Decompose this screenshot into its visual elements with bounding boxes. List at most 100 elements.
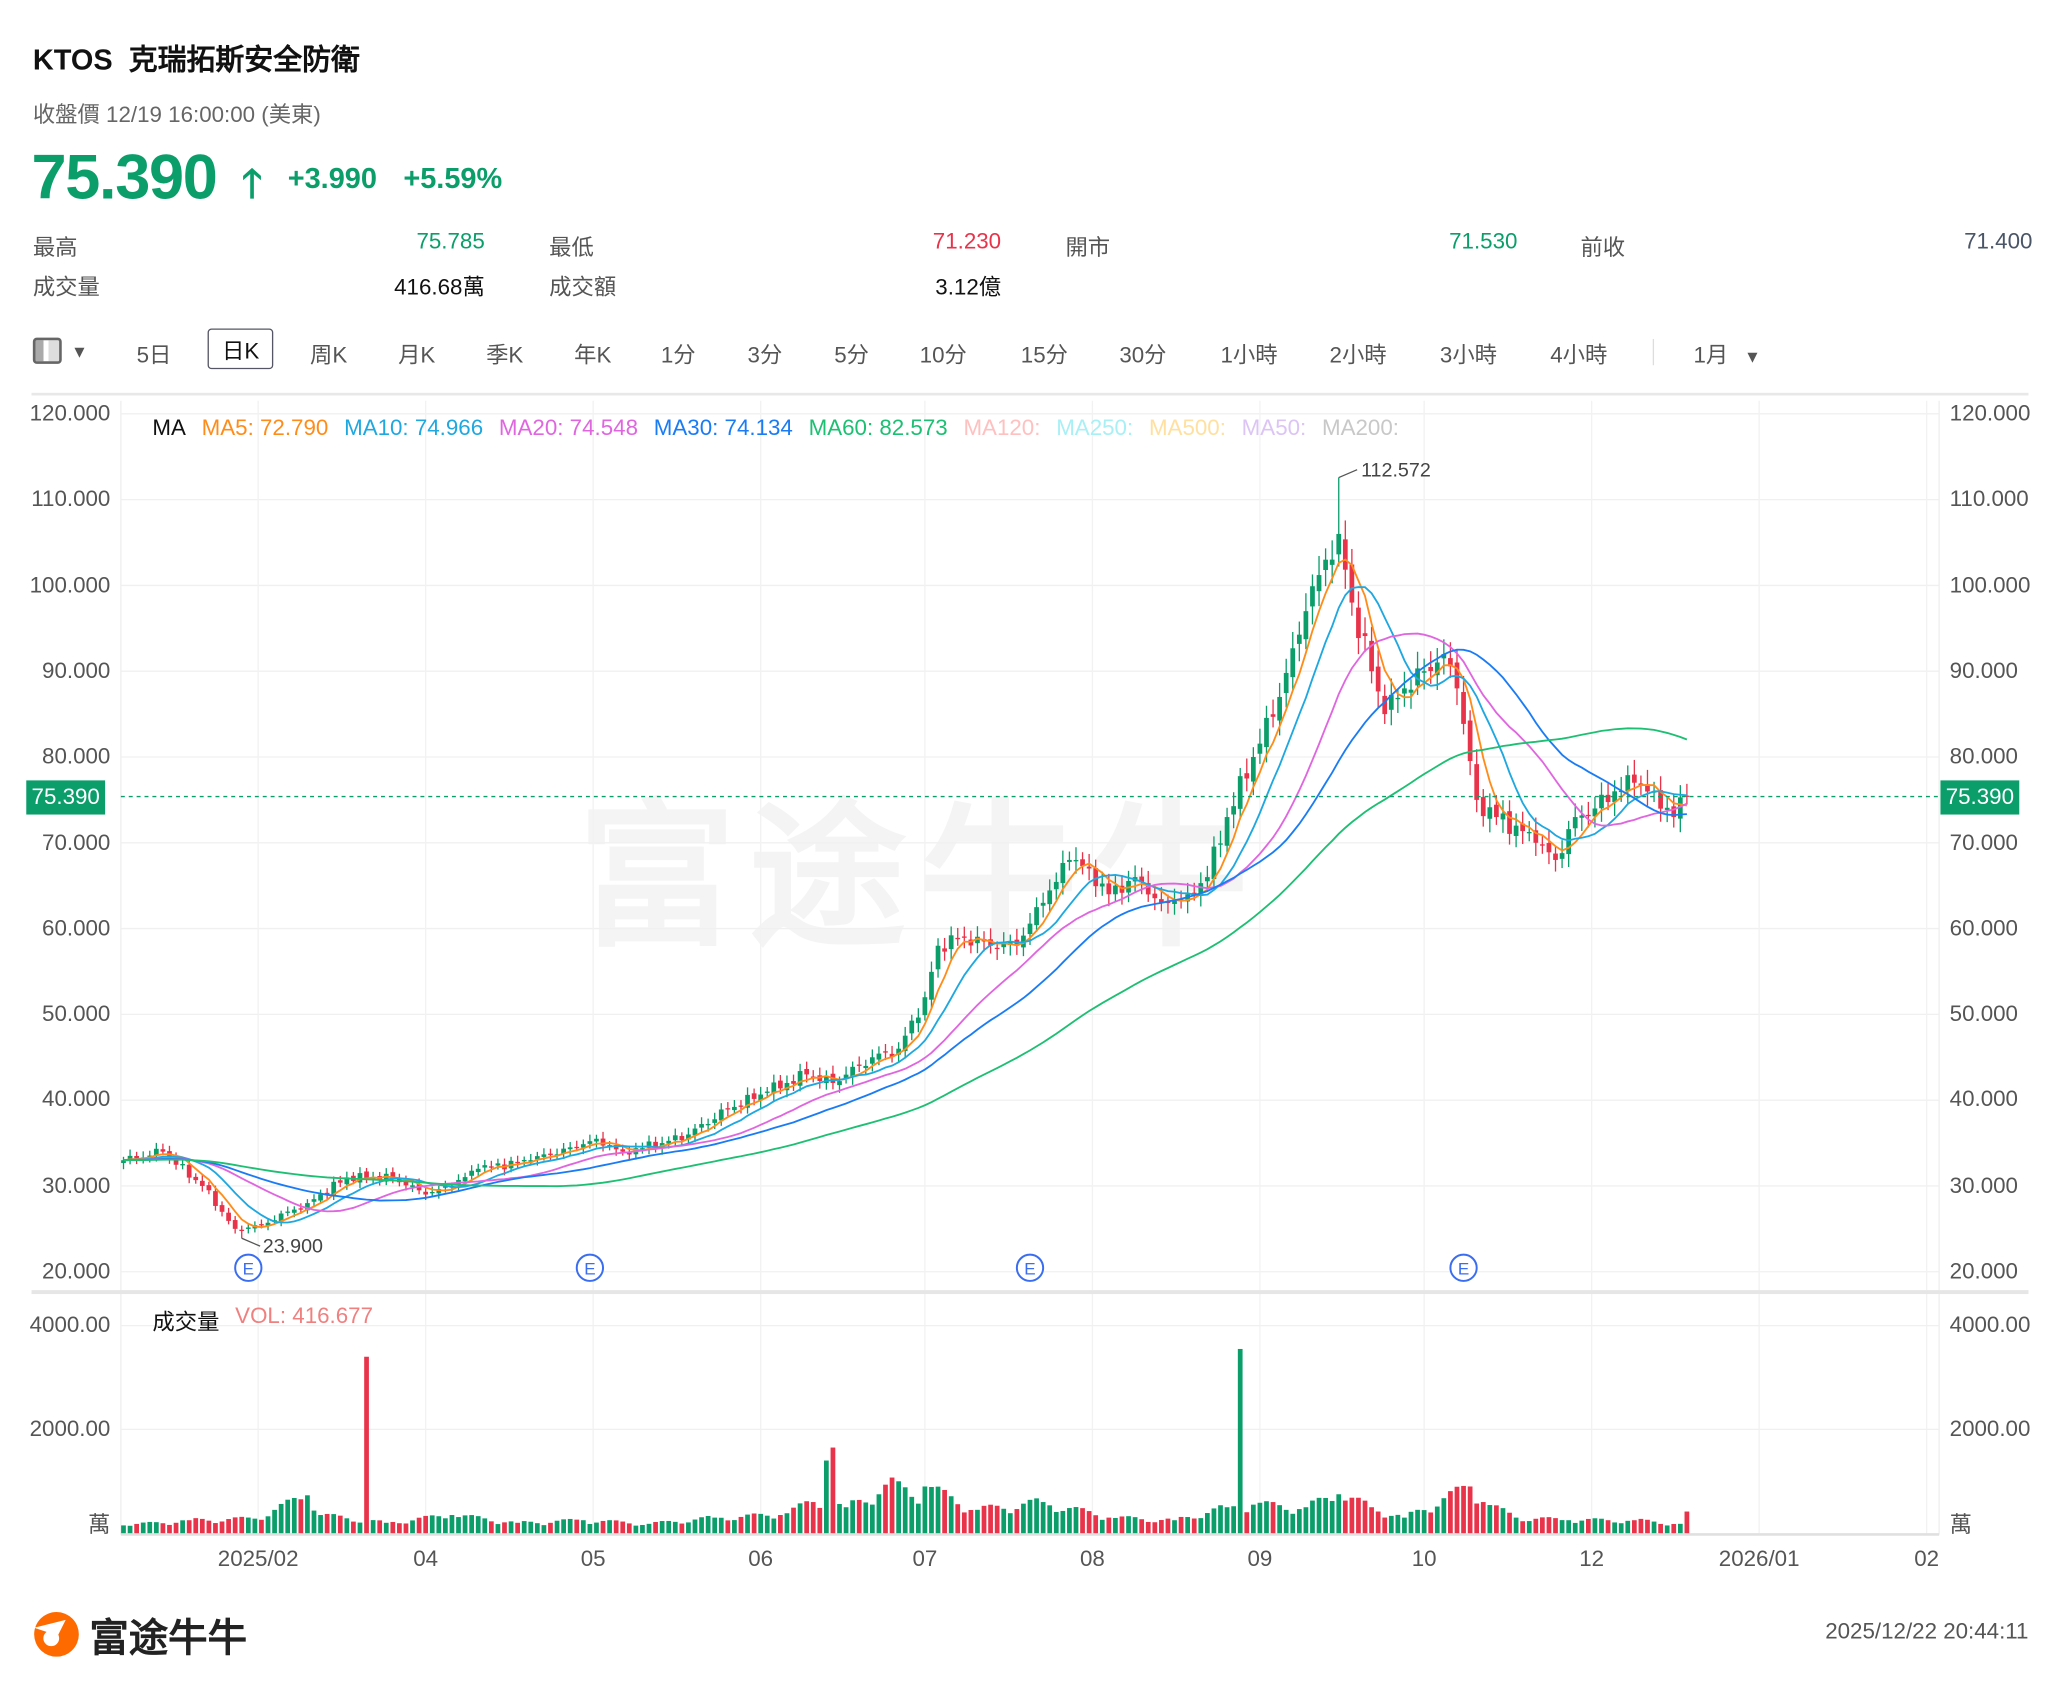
volume-bar [1605,1520,1611,1534]
volume-bar [1349,1497,1355,1534]
panel-layout-icon[interactable] [32,337,62,364]
earnings-marker[interactable]: E [575,1253,605,1282]
volume-bar [291,1497,297,1534]
volume-bar [1520,1521,1526,1534]
period-tab-14[interactable]: 3小時 [1439,342,1498,368]
candle [1172,888,1177,915]
volume-bar [1198,1518,1204,1534]
candle [902,1026,908,1059]
period-tab-5[interactable]: 年K [574,342,612,368]
volume-bar [199,1518,205,1534]
period-tab-10[interactable]: 15分 [1020,342,1069,368]
x-tick: 09 [1247,1546,1273,1572]
range-dropdown[interactable]: 1月 ▼ [1693,336,1760,369]
volume-bar [600,1520,606,1534]
candle [482,1159,488,1173]
volume-bar [548,1522,553,1534]
period-tab-12[interactable]: 1小時 [1220,342,1278,368]
volume-bar [252,1518,258,1534]
candle [265,1219,271,1231]
period-tab-6[interactable]: 1分 [660,342,696,368]
candle [1631,759,1637,797]
volume-bar [1126,1516,1131,1534]
volume-bar [344,1518,350,1534]
candle [594,1134,599,1148]
volume-bar [896,1481,901,1534]
volume-bar [515,1522,520,1534]
candle [791,1074,796,1091]
volume-bar [771,1518,777,1534]
period-tab-7[interactable]: 3分 [747,342,783,368]
candle [469,1165,475,1182]
volume-bar [482,1518,488,1534]
ma-legend-title: MA [152,415,186,441]
volume-bar [226,1519,231,1534]
volume-bar [259,1519,264,1534]
period-tab-0[interactable]: 5日 [136,342,172,368]
candle [1303,593,1309,650]
volume-y-tick-left: 4000.00 [29,1312,111,1338]
volume-bar [1415,1509,1420,1534]
volume-bar [738,1516,744,1534]
candle [1585,801,1591,828]
candle [1349,548,1355,616]
candle [278,1210,284,1227]
candle [1599,782,1604,822]
volume-bar [646,1523,652,1534]
candle [1533,817,1539,856]
volume-bar [915,1503,921,1534]
volume-bar [488,1521,494,1534]
period-tab-2[interactable]: 周K [310,342,348,368]
last-price-tag-left: 75.390 [26,780,106,815]
candle [1382,684,1388,724]
stat-label: 最低 [549,235,594,261]
volume-bar [1310,1500,1315,1534]
period-tab-15[interactable]: 4小時 [1550,342,1608,368]
period-tab-3[interactable]: 月K [398,342,436,368]
candle [1467,710,1473,776]
ma30-line [123,648,1687,1202]
candle [357,1167,363,1189]
candle [955,927,961,946]
period-tab-4[interactable]: 季K [486,342,524,368]
candle [1356,591,1361,655]
low-marker-label: 23.900 [263,1236,323,1258]
volume-bar [1500,1508,1506,1534]
earnings-marker[interactable]: E [1449,1253,1478,1282]
earnings-marker[interactable]: E [234,1253,263,1282]
period-tab-9[interactable]: 10分 [919,342,967,368]
ma-legend: MA MA5: 72.790 MA10: 74.966 MA20: 74.548 MA… [152,415,1399,441]
volume-bar [1480,1502,1486,1534]
y-tick-right: 50.000 [1949,1001,2018,1027]
volume-bar [843,1507,849,1534]
period-tab-13[interactable]: 2小時 [1329,342,1387,368]
volume-bar [561,1519,566,1534]
volume-bar [1658,1523,1663,1534]
candle [1244,758,1250,792]
volume-bar [587,1523,593,1534]
volume-bar [1277,1505,1282,1534]
candle [856,1056,862,1073]
candle [1553,845,1558,872]
period-tab-1[interactable]: 日K [207,328,274,370]
candle [219,1201,225,1217]
volume-bar [942,1489,947,1534]
volume-bar [1086,1511,1092,1534]
volume-bar [1612,1522,1618,1534]
y-tick-left: 70.000 [42,829,111,855]
volume-bar [324,1513,330,1534]
volume-bar [1474,1503,1480,1534]
volume-bar [1428,1512,1434,1534]
volume-bar [213,1523,218,1534]
volume-bar [613,1520,619,1534]
layout-dropdown-chevron-icon[interactable]: ▼ [70,341,88,362]
volume-bar [1250,1504,1256,1534]
earnings-marker[interactable]: E [1015,1253,1045,1282]
ma-legend-item: MA10: 74.966 [344,415,484,441]
volume-bar [423,1515,429,1534]
period-tab-8[interactable]: 5分 [834,342,870,368]
volume-bar [679,1523,685,1534]
candle [699,1117,704,1133]
period-tab-11[interactable]: 30分 [1119,342,1167,368]
